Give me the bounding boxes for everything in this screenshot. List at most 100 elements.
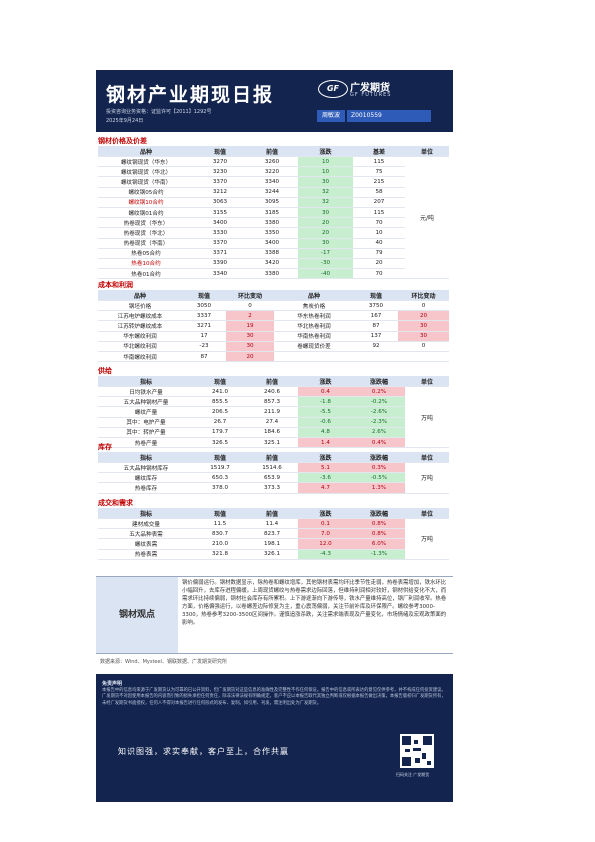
- basis-value: 75: [353, 166, 405, 178]
- report-card: 钢材产业期现日报 投资咨询业务资格：证监许可【2011】1292号 2025年9…: [96, 70, 453, 802]
- table-row: 日均铁水产量 241.0 240.6 0.4 0.2% 万吨: [98, 386, 449, 449]
- change-value: 30: [298, 238, 353, 249]
- current-value: 3371: [194, 248, 246, 259]
- table-row: 热卷10合约 3390 3420 -30 20: [98, 258, 449, 270]
- item-name: 螺纹表需: [98, 538, 194, 550]
- current-value: 167: [354, 310, 398, 322]
- current-value: 3063: [194, 197, 246, 208]
- current-value: 210.0: [194, 538, 246, 550]
- change-value: -4.3: [298, 549, 353, 560]
- unit-label: 万吨: [405, 386, 449, 449]
- column-header: 品种: [98, 290, 182, 301]
- item-name: 热卷表需: [98, 549, 194, 560]
- column-header: 单位: [405, 508, 449, 519]
- change-value: 12.0: [298, 538, 353, 550]
- basis-value: 70: [353, 268, 405, 280]
- table-row: 螺纹钢现货（华东） 3270 3260 10 115 元/吨: [98, 156, 449, 280]
- item-name: 华东热卷利润: [274, 310, 354, 322]
- section-title-inventory: 库存: [98, 443, 112, 451]
- change-value: -0.6: [298, 417, 353, 428]
- item-name: 螺纹钢01合约: [98, 207, 194, 219]
- qr-code-icon: [400, 734, 434, 768]
- previous-value: 3420: [246, 258, 298, 270]
- basis-value: 207: [353, 197, 405, 208]
- change-value: 19: [226, 320, 274, 332]
- section-title-cost: 成本和利润: [98, 281, 133, 289]
- section-title-prices: 钢材价格及价差: [98, 137, 147, 145]
- table-row: 五大品种表需 830.7 823.7 7.0 0.8%: [98, 528, 449, 540]
- column-header: 现值: [194, 146, 246, 157]
- change-value: 20: [398, 310, 449, 322]
- column-header: 现值: [182, 290, 226, 301]
- analyst-id: Z0010559: [347, 110, 431, 122]
- item-name: 热卷库存: [98, 482, 194, 494]
- current-value: -23: [182, 341, 226, 352]
- current-value: 11.5: [194, 518, 246, 530]
- change-percent: 0.3%: [353, 462, 405, 474]
- table-row: 华北螺纹利润 -23 30 卷螺现货价差 92 0: [98, 341, 449, 352]
- previous-value: 184.6: [246, 427, 298, 438]
- item-name: 螺纹产量: [98, 406, 194, 418]
- table-row: 华南螺纹利润 87 20: [98, 351, 449, 363]
- item-name: 其中：电炉产量: [98, 417, 194, 428]
- table-row: 螺纹库存 650.3 653.9 -3.6 -0.5%: [98, 472, 449, 484]
- current-value: 3230: [194, 166, 246, 178]
- item-name: 螺纹钢现货（华北）: [98, 166, 194, 178]
- current-value: 3271: [182, 320, 226, 332]
- current-value: 3270: [194, 156, 246, 168]
- change-value: 20: [298, 217, 353, 229]
- current-value: 206.5: [194, 406, 246, 418]
- basis-value: 10: [353, 227, 405, 239]
- change-value: -1.8: [298, 396, 353, 408]
- column-header: 涨跌: [298, 376, 353, 387]
- table-row: 热卷01合约 3340 3380 -40 70: [98, 268, 449, 280]
- table-header-row: 品种 现值 环比变动 品种 现值 环比变动: [98, 290, 449, 301]
- table-row: 螺纹表需 210.0 198.1 12.0 6.0%: [98, 538, 449, 550]
- current-value: 3212: [194, 187, 246, 198]
- change-value: 30: [298, 176, 353, 188]
- change-percent: -2.3%: [353, 417, 405, 428]
- column-header: 涨跌: [298, 146, 353, 157]
- slogan: 知识图强，求实奉献，客户至上，合作共赢: [118, 747, 289, 756]
- basis-value: 70: [353, 217, 405, 229]
- change-value: 0: [226, 300, 274, 312]
- change-value: 10: [298, 166, 353, 178]
- footer: 免责声明 本报告中的信息均来源于广发期货认为可靠的已公开资料，但广发期货对这些信…: [96, 674, 453, 802]
- company-name-en: GF FUTURES: [350, 92, 392, 98]
- table-row: 热卷现货（华南） 3370 3400 30 40: [98, 238, 449, 249]
- current-value: 378.0: [194, 482, 246, 494]
- column-header: 指标: [98, 376, 194, 387]
- table-row: 螺纹钢现货（华北） 3230 3220 10 75: [98, 166, 449, 178]
- previous-value: 3350: [246, 227, 298, 239]
- change-value: -3.6: [298, 472, 353, 484]
- basis-value: 20: [353, 258, 405, 270]
- current-value: 1519.7: [194, 462, 246, 474]
- item-name: 江苏电炉螺纹成本: [98, 310, 182, 322]
- change-value: 0: [398, 341, 449, 352]
- previous-value: 3260: [246, 156, 298, 168]
- change-percent: 0.8%: [353, 528, 405, 540]
- column-header: 单位: [405, 376, 449, 387]
- column-header: 单位: [405, 146, 449, 157]
- supply-table: 指标 现值 前值 涨跌 涨跌幅 单位 日均铁水产量 241.0 240.6 0.4 0.2% 万吨 五大…: [98, 376, 449, 449]
- basis-value: 79: [353, 248, 405, 259]
- current-value: 3155: [194, 207, 246, 219]
- table-header-row: 指标 现值 前值 涨跌 涨跌幅 单位: [98, 376, 449, 387]
- current-value: 241.0: [194, 386, 246, 398]
- item-name: 热卷现货（华北）: [98, 227, 194, 239]
- change-value: 5.1: [298, 462, 353, 474]
- current-value: 321.8: [194, 549, 246, 560]
- company-name: 广发期货: [350, 83, 390, 94]
- previous-value: 3340: [246, 176, 298, 188]
- inventory-table: 指标 现值 前值 涨跌 涨跌幅 单位 五大品种钢材库存 1519.7 1514.6 5.1 0.3%…: [98, 452, 449, 494]
- item-name: 华南螺纹利润: [98, 351, 182, 363]
- item-name: 钢坯价格: [98, 300, 182, 312]
- report-header: 钢材产业期现日报 投资咨询业务资格：证监许可【2011】1292号 2025年9…: [96, 70, 453, 132]
- previous-value: 3380: [246, 217, 298, 229]
- column-header: 涨跌: [298, 452, 353, 463]
- view-label: 钢材观点: [96, 577, 178, 653]
- disclaimer-text: 本报告中的信息均来源于广发期货认为可靠的已公开资料，但广发期货对这些信息的准确性…: [102, 688, 446, 706]
- column-header: 品种: [274, 290, 354, 301]
- current-value: 3370: [194, 238, 246, 249]
- item-name: 螺纹钢10合约: [98, 197, 194, 208]
